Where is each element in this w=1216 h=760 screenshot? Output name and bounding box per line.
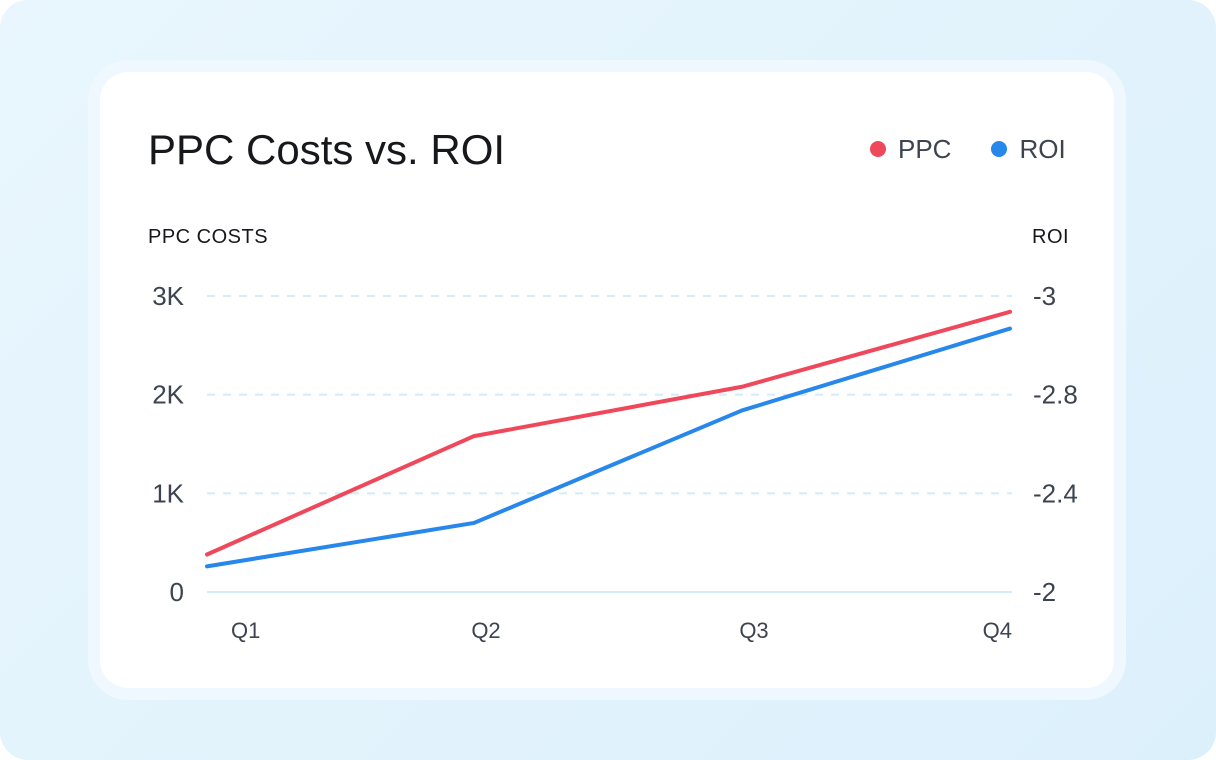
legend-label-roi: ROI: [1019, 133, 1066, 164]
x-tick-label: Q3: [739, 618, 768, 643]
x-tick-label: Q4: [983, 618, 1012, 643]
y-right-tick-label: -2.4: [1033, 478, 1078, 508]
y-left-tick-label: 2K: [152, 380, 184, 410]
y-left-tick-label: 1K: [152, 478, 184, 508]
legend-item-ppc[interactable]: PPC: [870, 134, 951, 165]
series-line-roi: [205, 326, 1012, 569]
y-left-tick-label: 0: [170, 577, 184, 607]
y-right-tick-label: -2.8: [1033, 380, 1078, 410]
y-axis-right-title: ROI: [1032, 226, 1070, 248]
legend-dot-roi-icon: [991, 141, 1008, 157]
legend-dot-ppc-icon: [870, 141, 886, 157]
chart-legend: PPC ROI: [870, 133, 1066, 165]
x-tick-label: Q2: [471, 618, 500, 643]
chart-card: [100, 72, 1114, 688]
legend-item-roi[interactable]: ROI: [991, 133, 1066, 165]
x-tick-label: Q1: [231, 618, 260, 643]
chart-title: PPC Costs vs. ROI: [148, 126, 506, 173]
y-axis-left-title: PPC COSTS: [148, 226, 269, 248]
y-right-tick-label: -2: [1033, 577, 1056, 607]
series-line-ppc: [205, 309, 1012, 557]
legend-label-ppc: PPC: [898, 133, 952, 164]
y-right-tick-label: -3: [1033, 281, 1056, 311]
y-left-tick-label: 3K: [152, 281, 184, 311]
